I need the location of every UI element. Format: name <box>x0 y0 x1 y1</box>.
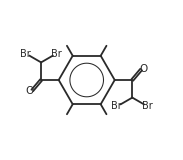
Text: Br: Br <box>142 101 153 111</box>
Text: Br: Br <box>51 49 62 59</box>
Text: Br: Br <box>20 49 31 59</box>
Text: O: O <box>140 64 148 74</box>
Text: O: O <box>25 86 33 96</box>
Text: Br: Br <box>111 101 122 111</box>
